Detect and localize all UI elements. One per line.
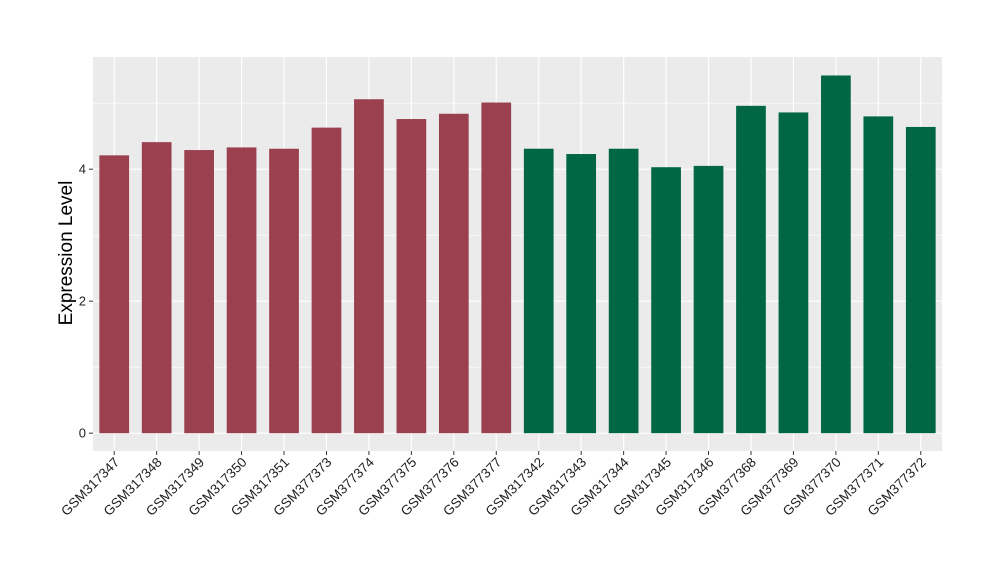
y-axis-title: Expression Level — [56, 181, 77, 326]
y-tick-label: 2 — [79, 294, 86, 309]
bar-gsm377370 — [821, 75, 851, 434]
bar-gsm377375 — [396, 119, 427, 434]
bar-gsm317343 — [566, 154, 597, 434]
bar-gsm317350 — [226, 147, 257, 434]
bar-gsm377376 — [438, 113, 469, 434]
bar-gsm377374 — [354, 99, 384, 434]
bar-gsm317345 — [651, 167, 681, 434]
y-tick-label: 4 — [79, 162, 86, 177]
plot-panel — [93, 57, 942, 451]
bar-gsm317344 — [608, 148, 639, 434]
bar-gsm317347 — [99, 155, 130, 434]
bar-gsm317346 — [693, 165, 724, 434]
x-axis: GSM317347GSM317348GSM317349GSM317350GSM3… — [58, 451, 929, 519]
bar-gsm317351 — [269, 148, 299, 434]
bar-gsm317349 — [184, 150, 214, 434]
bar-gsm377369 — [778, 112, 809, 434]
y-tick-label: 0 — [79, 426, 86, 441]
bars — [99, 75, 936, 434]
bar-gsm317348 — [141, 142, 172, 434]
bar-gsm377371 — [863, 116, 894, 434]
bar-gsm317342 — [523, 148, 554, 434]
bar-gsm377373 — [311, 127, 342, 434]
y-axis: 0 2 4 — [79, 162, 93, 441]
bar-gsm377372 — [905, 126, 936, 434]
bar-gsm377368 — [736, 105, 766, 434]
bar-gsm377377 — [481, 102, 512, 434]
